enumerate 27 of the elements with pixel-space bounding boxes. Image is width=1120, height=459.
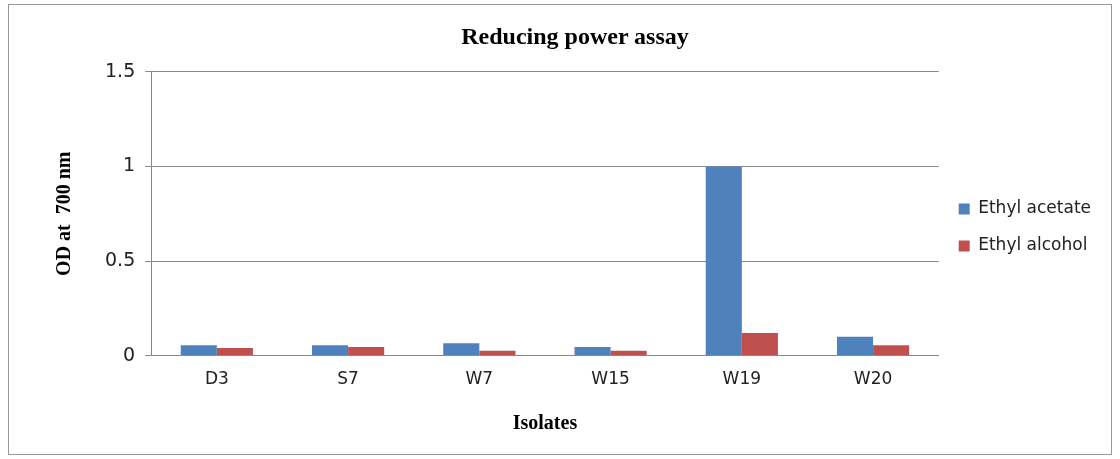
y-tick-label: 1.5 xyxy=(105,58,136,81)
x-tick-label: W15 xyxy=(591,368,630,389)
bar xyxy=(479,350,516,356)
y-tick-label: 0.5 xyxy=(105,247,136,270)
x-tick-label: S7 xyxy=(337,368,359,389)
bar xyxy=(574,347,611,356)
x-axis-title: Isolates xyxy=(512,411,578,434)
bar xyxy=(443,343,480,356)
legend-label: Ethyl alcohol xyxy=(978,234,1088,255)
x-tick-label: W19 xyxy=(722,368,762,389)
bar xyxy=(705,166,742,356)
bar xyxy=(180,345,217,356)
bar xyxy=(311,345,349,356)
y-tick-label: 0 xyxy=(123,342,136,365)
bar xyxy=(741,332,778,356)
bar xyxy=(348,347,385,356)
bar xyxy=(610,350,647,356)
chart-title: Reducing power assay xyxy=(461,22,689,49)
y-axis-title: OD at 700 nm xyxy=(52,151,75,276)
x-tick-label: W7 xyxy=(465,368,494,389)
bar xyxy=(216,348,253,356)
bar xyxy=(873,345,910,356)
y-tick-label: 1 xyxy=(123,153,136,176)
x-tick-label: W20 xyxy=(853,368,893,389)
legend-label: Ethyl acetate xyxy=(978,197,1092,218)
x-tick-label: D3 xyxy=(204,368,229,389)
bar xyxy=(836,336,874,356)
